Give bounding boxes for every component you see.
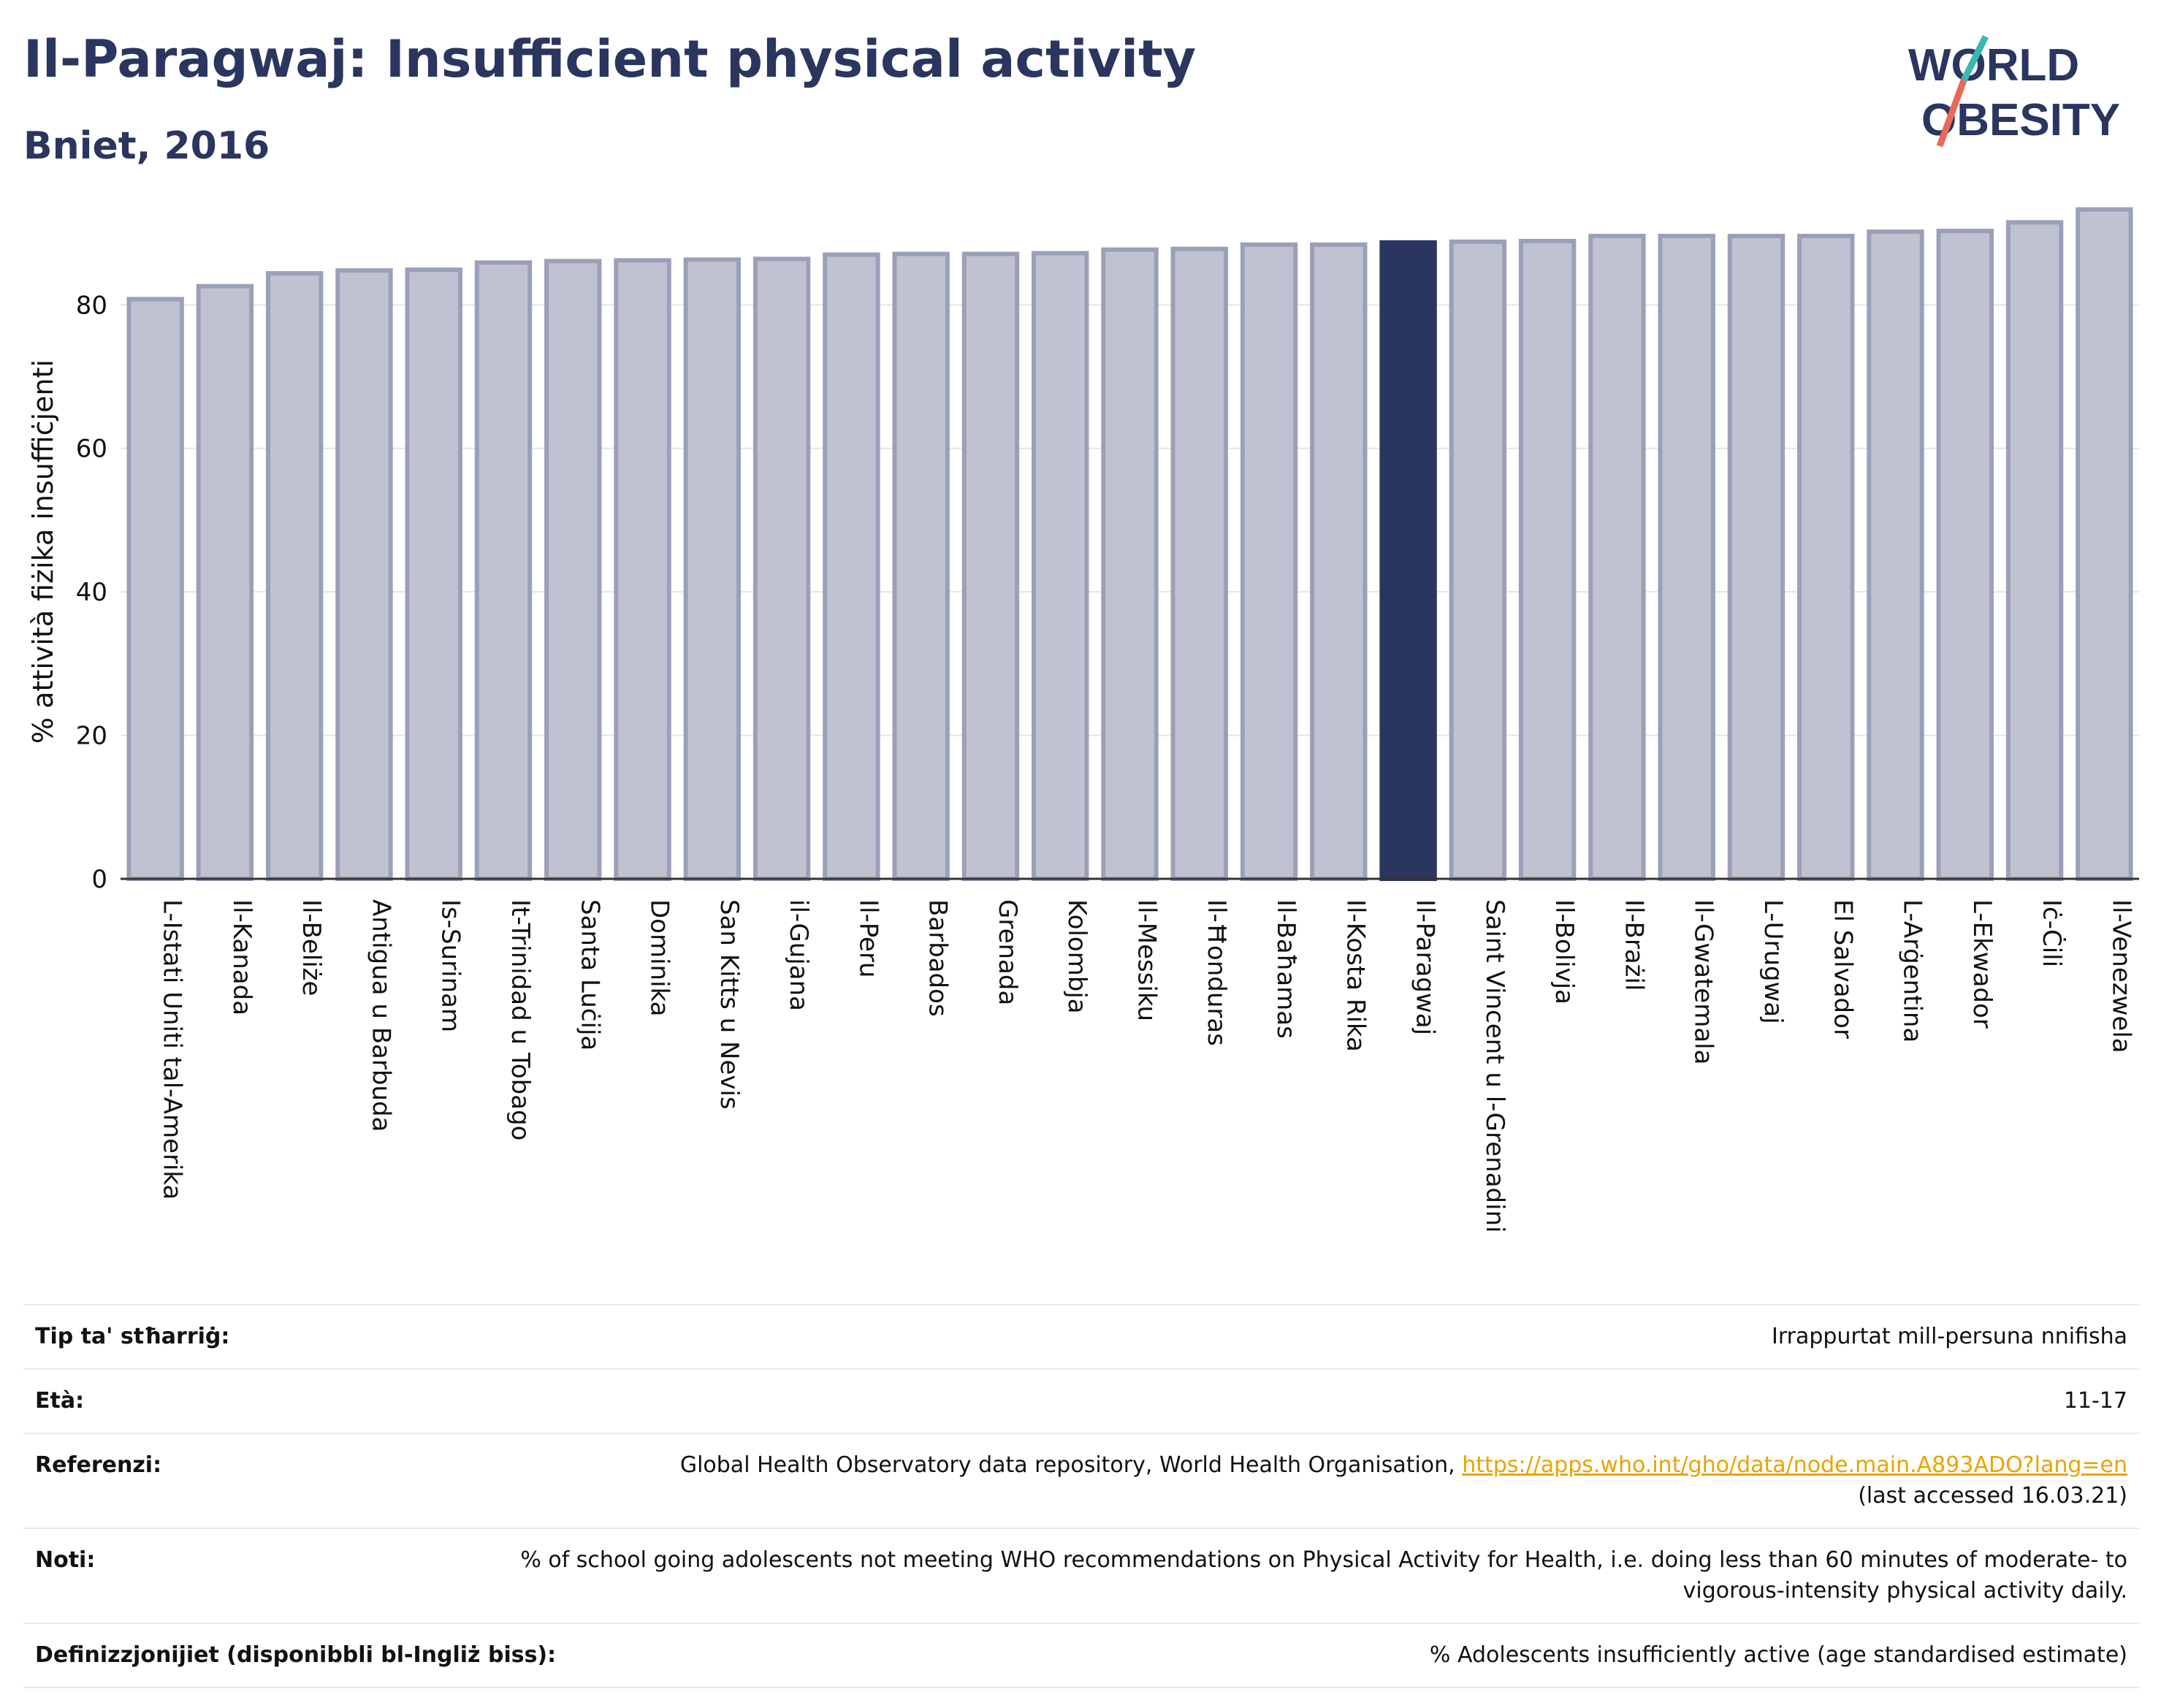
bar: [614, 258, 671, 881]
bar: [196, 283, 254, 881]
bar: [1936, 229, 1994, 881]
x-tick-label: Il-Venezwela: [2106, 899, 2135, 1053]
meta-row-survey-type: Tip ta' stħarriġ: Irrappurtat mill-persu…: [23, 1304, 2139, 1368]
bar-highlighted: [1379, 240, 1437, 881]
x-tick-label: Iċ-Ċili: [2037, 899, 2067, 967]
y-tick-label: 40: [76, 578, 107, 607]
bar: [1170, 246, 1228, 881]
bar: [1518, 238, 1577, 881]
bar: [1797, 234, 1855, 881]
bar: [1101, 247, 1159, 882]
meta-row-age: Età: 11-17: [23, 1368, 2139, 1433]
x-tick-label: It-Trinidad u Tobago: [506, 899, 535, 1140]
x-tick-label: Il-Gwatemala: [1689, 899, 1718, 1064]
meta-value: % Adolescents insufficiently active (age…: [1429, 1642, 2127, 1668]
meta-value: Irrappurtat mill-persuna nnifisha: [1771, 1324, 2127, 1349]
bar: [752, 256, 811, 881]
y-tick-label: 0: [91, 865, 107, 894]
meta-value: 11-17: [2063, 1388, 2127, 1414]
metadata-table: Tip ta' stħarriġ: Irrappurtat mill-persu…: [23, 1304, 2139, 1688]
x-tick-label: Dominika: [645, 899, 674, 1016]
x-tick-label: L-Ekwador: [1967, 899, 1997, 1029]
y-axis-label: % attività fiżika insuffiċjenti: [27, 359, 59, 744]
x-tick-label: Kolombja: [1062, 899, 1091, 1014]
x-tick-label: Antigua u Barbuda: [366, 899, 395, 1132]
x-tick-label: Is-Surinam: [436, 899, 465, 1032]
meta-row-references: Referenzi: Global Health Observatory dat…: [23, 1433, 2139, 1528]
chart-title: Il-Paragwaj: Insufficient physical activ…: [23, 29, 1197, 89]
x-tick-label: Grenada: [993, 899, 1022, 1005]
x-tick-label: Il-Beliże: [297, 899, 326, 996]
x-tick-label: L-Urugwaj: [1758, 899, 1788, 1024]
bar: [892, 251, 950, 881]
x-tick-label: Il-Messiku: [1132, 899, 1162, 1021]
x-tick-label: San Kitts u Nevis: [714, 899, 744, 1110]
meta-label: Referenzi:: [35, 1452, 162, 1478]
reference-accessed: (last accessed 16.03.21): [1858, 1483, 2127, 1509]
y-tick-label: 60: [76, 435, 107, 464]
logo-slash-coral: [1936, 79, 1967, 148]
chart-subtitle: Bniet, 2016: [23, 124, 270, 168]
x-tick-label: Il-Paragwaj: [1411, 899, 1440, 1035]
x-tick-label: Saint Vincent u l-Grenadini: [1480, 899, 1509, 1233]
reference-text: Global Health Observatory data repositor…: [679, 1452, 1455, 1478]
x-tick-label: Il-Kosta Rika: [1341, 899, 1370, 1052]
bar: [405, 267, 462, 881]
meta-label: Età:: [35, 1388, 85, 1414]
bar: [1658, 234, 1715, 881]
bars-layer: [126, 207, 2133, 882]
x-tick-label: Il-Brażil: [1619, 899, 1648, 991]
bar: [474, 260, 533, 881]
bar: [1032, 251, 1089, 882]
meta-label: Tip ta' stħarriġ:: [35, 1324, 230, 1349]
logo-slash-teal: [1960, 34, 1989, 83]
reference-link[interactable]: https://apps.who.int/gho/data/node.main.…: [1462, 1452, 2127, 1478]
meta-label: Noti:: [35, 1547, 96, 1573]
y-tick-label: 20: [76, 722, 107, 751]
x-tick-label: il-Gujana: [784, 899, 813, 1011]
bar: [1588, 234, 1646, 881]
bar: [683, 257, 742, 881]
x-tick-label: Il-Bolivja: [1550, 899, 1579, 1004]
x-tick-label: Il-Ħonduras: [1202, 899, 1231, 1046]
world-obesity-logo: WORLD OBESITY: [1908, 34, 2120, 148]
x-tick-label: Barbados: [923, 899, 953, 1017]
bar: [961, 251, 1020, 881]
bar: [265, 271, 324, 881]
bar: [2076, 207, 2133, 881]
bar: [1310, 242, 1368, 881]
axis-layer: 0 20 40 60 80 L-Istati Uniti tal-Amerika Il-Ka…: [76, 291, 2139, 1233]
logo-line1: WORLD: [1908, 40, 2079, 91]
bar: [1449, 239, 1507, 882]
bar: [544, 259, 602, 882]
bar: [1240, 242, 1298, 881]
x-tick-label: Il-Baħamas: [1271, 899, 1300, 1039]
x-tick-label: El Salvador: [1828, 899, 1857, 1039]
meta-label: Definizzjonijiet (disponibbli bl-Ingliż …: [35, 1642, 557, 1668]
bar-chart: 0 20 40 60 80 L-Istati Uniti tal-Amerika Il-Ka…: [27, 207, 2139, 1233]
x-tick-label: L-Istati Uniti tal-Amerika: [158, 899, 187, 1200]
x-tick-label: Il-Peru: [853, 899, 883, 977]
bar: [335, 268, 393, 881]
x-tick-label: Santa Luċija: [575, 899, 604, 1051]
y-tick-label: 80: [76, 291, 107, 320]
meta-value: Global Health Observatory data repositor…: [680, 1450, 2127, 1511]
x-tick-label: Il-Kanada: [227, 899, 256, 1015]
meta-row-definitions: Definizzjonijiet (disponibbli bl-Ingliż …: [23, 1623, 2139, 1688]
bar: [1727, 234, 1785, 881]
x-tick-label: L-Arġentina: [1898, 899, 1927, 1042]
bar: [126, 297, 184, 882]
meta-value: % of school going adolescents not meetin…: [520, 1547, 2127, 1604]
bar: [823, 252, 880, 881]
bar: [1867, 229, 1924, 881]
bar: [2005, 220, 2064, 882]
meta-row-notes: Noti: % of school going adolescents not …: [23, 1528, 2139, 1623]
